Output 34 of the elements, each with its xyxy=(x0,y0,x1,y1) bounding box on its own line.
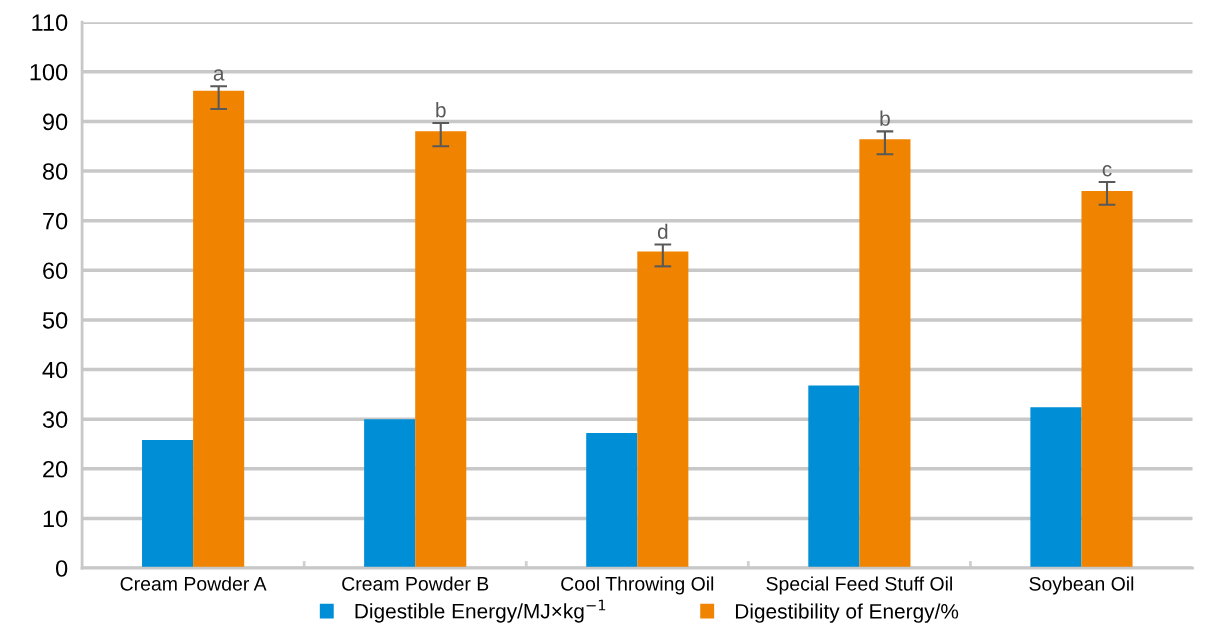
x-tick-label: Special Feed Stuff Oil xyxy=(766,576,952,595)
y-tick-label: 30 xyxy=(42,411,68,428)
y-tick-label: 0 xyxy=(55,560,68,577)
bar xyxy=(1030,407,1082,569)
bar xyxy=(586,433,638,569)
y-tick-label: 40 xyxy=(42,361,68,379)
y-tick-label: 10 xyxy=(43,510,68,528)
y-tick-label: 50 xyxy=(42,312,68,329)
bar xyxy=(808,385,860,569)
bar xyxy=(1081,190,1133,569)
annotation: c xyxy=(1102,165,1112,177)
bar xyxy=(193,90,245,569)
bar xyxy=(637,251,689,569)
annotation: a xyxy=(213,69,225,81)
bar xyxy=(859,139,911,569)
legend-label: Digestible Energy/MJ×kg$^{−1}$ xyxy=(355,599,606,623)
y-tick-label: 60 xyxy=(43,262,68,280)
legend-label: Digestibility of Energy/% xyxy=(735,603,959,623)
y-tick-label: 90 xyxy=(43,113,68,131)
annotation: b xyxy=(880,110,890,126)
x-tick-label: Cool Throwing Oil xyxy=(561,576,714,595)
x-tick-label: Cream Powder B xyxy=(342,576,489,591)
bar xyxy=(364,419,416,569)
y-tick-label: 100 xyxy=(30,63,68,81)
y-tick-label: 20 xyxy=(43,460,68,478)
y-tick-label: 80 xyxy=(42,163,68,180)
annotation: b xyxy=(436,102,446,118)
bar xyxy=(415,131,467,569)
x-tick-label: Cream Powder A xyxy=(120,576,267,591)
bar xyxy=(142,440,194,569)
y-tick-label: 110 xyxy=(32,14,68,31)
y-tick-label: 70 xyxy=(43,212,68,230)
x-tick-label: Soybean Oil xyxy=(1029,576,1134,595)
annotation: d xyxy=(657,223,668,239)
